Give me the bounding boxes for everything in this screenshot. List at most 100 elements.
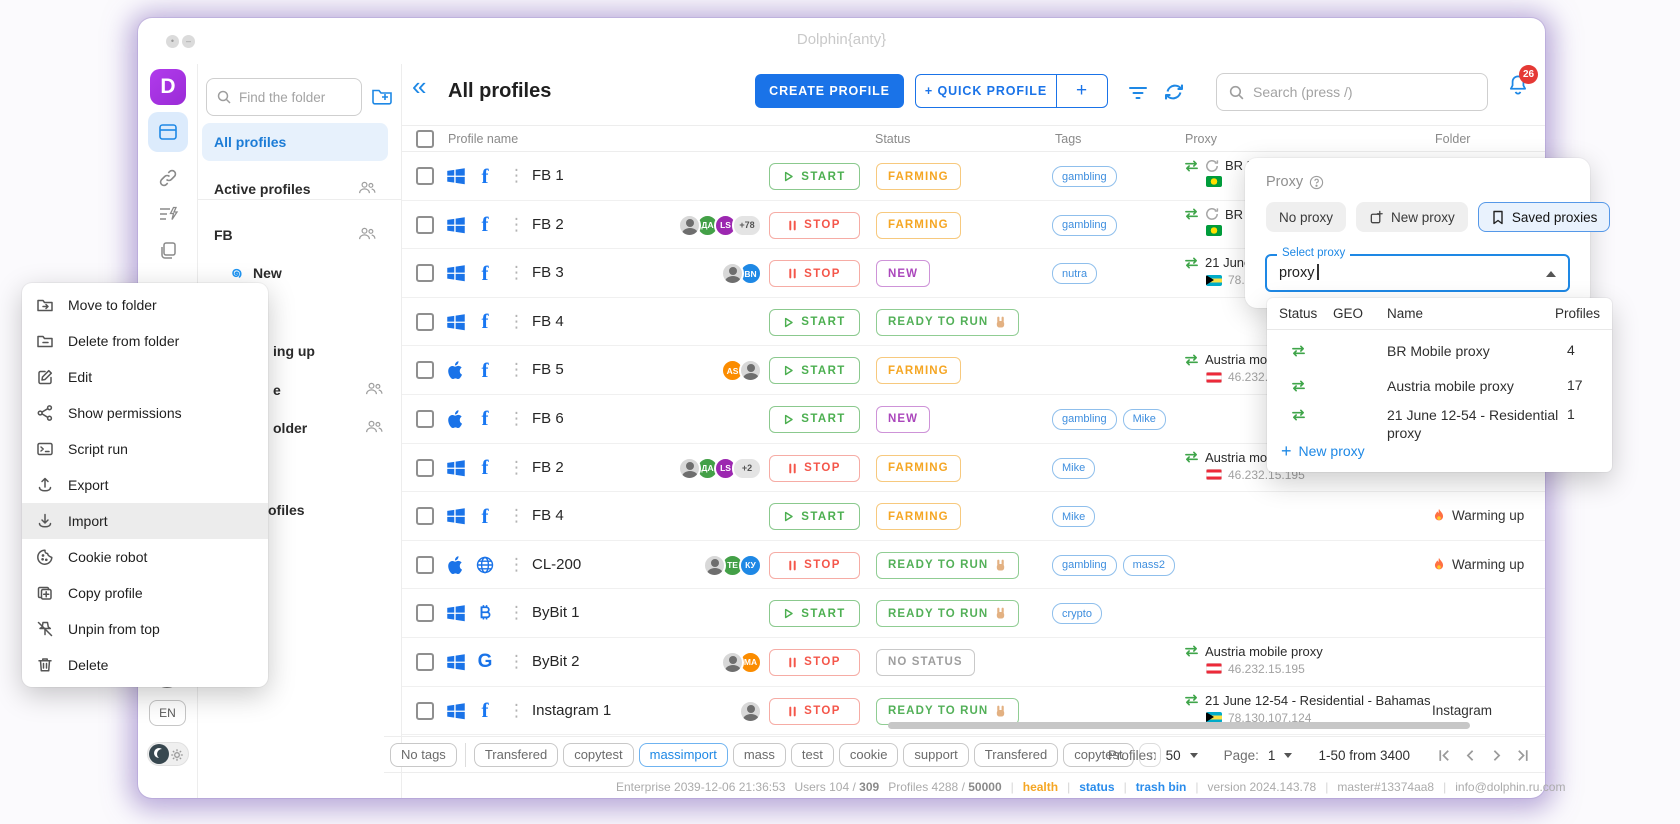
kebab-menu-icon[interactable]: ⋮: [508, 700, 525, 720]
kebab-menu-icon[interactable]: ⋮: [508, 166, 525, 185]
status-link[interactable]: status: [1079, 780, 1115, 794]
tag[interactable]: Mike: [1052, 457, 1096, 479]
new-proxy-link[interactable]: + New proxy: [1281, 441, 1365, 461]
column-proxy[interactable]: Proxy: [1185, 132, 1217, 146]
row-checkbox[interactable]: [416, 361, 434, 380]
column-tags[interactable]: Tags: [1055, 132, 1082, 146]
add-folder-button[interactable]: [369, 84, 395, 110]
kebab-menu-icon[interactable]: ⋮: [508, 603, 525, 623]
sidebar-item-profiles[interactable]: [148, 112, 188, 152]
trash-bin-link[interactable]: trash bin: [1135, 780, 1187, 794]
stop-button[interactable]: STOP: [769, 648, 860, 676]
table-row[interactable]: ⋮ CL-200 TE КУ STOP READY TO RUN gambling mass2…: [402, 541, 1545, 590]
row-checkbox[interactable]: [416, 215, 434, 234]
tag-chip-cookie[interactable]: cookie: [838, 742, 899, 767]
last-page-icon[interactable]: [1514, 747, 1531, 764]
tag-chip-support[interactable]: support: [903, 742, 969, 767]
tag-chip-mass[interactable]: mass: [732, 742, 786, 767]
row-checkbox[interactable]: [416, 507, 434, 526]
menu-item-show-permissions[interactable]: Show permissions: [22, 395, 268, 431]
select-proxy-field[interactable]: Select proxy proxy: [1265, 247, 1570, 292]
tag-chip-test[interactable]: test: [790, 742, 834, 767]
tag[interactable]: gambling: [1052, 554, 1117, 576]
proxy-tab-no-proxy[interactable]: No proxy: [1266, 202, 1347, 232]
menu-item-delete[interactable]: Delete: [22, 647, 268, 683]
row-checkbox[interactable]: [416, 264, 434, 283]
row-checkbox[interactable]: [416, 312, 434, 331]
table-row[interactable]: f ⋮ Instagram 1 STOP READY TO RUN 21 June 12-…: [402, 687, 1545, 736]
column-status[interactable]: Status: [875, 132, 911, 146]
proxy-tab-new-proxy[interactable]: New proxy: [1356, 202, 1468, 232]
kebab-menu-icon[interactable]: ⋮: [508, 311, 525, 331]
menu-item-move-to-folder[interactable]: Move to folder: [22, 287, 268, 323]
page-caret-icon[interactable]: [1284, 752, 1293, 758]
kebab-menu-icon[interactable]: ⋮: [508, 360, 525, 380]
table-row[interactable]: G ⋮ ByBit 2 MA STOP NO STATUS Austria mobile p…: [402, 638, 1545, 687]
health-link[interactable]: health: [1022, 780, 1059, 794]
start-button[interactable]: START: [769, 405, 860, 433]
theme-toggle[interactable]: [147, 742, 189, 766]
kebab-menu-icon[interactable]: ⋮: [508, 263, 525, 283]
folder-item-all-profiles[interactable]: All profiles: [202, 123, 388, 161]
start-button[interactable]: START: [769, 600, 860, 628]
tag-chip-copytest[interactable]: copytest: [1063, 742, 1134, 767]
column-folder[interactable]: Folder: [1435, 132, 1471, 146]
profiles-per-page-value[interactable]: 50: [1165, 747, 1181, 763]
menu-item-copy-profile[interactable]: Copy profile: [22, 575, 268, 611]
stop-button[interactable]: STOP: [769, 211, 860, 239]
start-button[interactable]: START: [769, 308, 860, 336]
tag-chip-copytest[interactable]: copytest: [563, 742, 634, 767]
row-checkbox[interactable]: [416, 555, 434, 574]
row-checkbox[interactable]: [416, 652, 434, 671]
kebab-menu-icon[interactable]: ⋮: [508, 408, 525, 428]
quick-profile-plus-button[interactable]: +: [1076, 80, 1088, 101]
start-button[interactable]: START: [769, 163, 860, 190]
profiles-per-page-caret-icon[interactable]: [1189, 752, 1198, 758]
table-row[interactable]: f ⋮ FB 4 START READY TO RUN: [402, 298, 1545, 347]
tag[interactable]: mass2: [1122, 554, 1176, 576]
tag-chip-n[interactable]: n: [1138, 742, 1161, 767]
window-control-dot[interactable]: •: [166, 35, 179, 48]
kebab-menu-icon[interactable]: ⋮: [508, 214, 525, 234]
window-minimize-button[interactable]: –: [182, 35, 195, 48]
tag-chip-transfered[interactable]: Transfered: [973, 742, 1059, 767]
sidebar-item-link[interactable]: [148, 158, 188, 198]
previous-page-icon[interactable]: [1462, 747, 1479, 764]
row-checkbox[interactable]: [416, 167, 434, 185]
stop-button[interactable]: STOP: [769, 260, 860, 288]
next-page-icon[interactable]: [1488, 747, 1505, 764]
kebab-menu-icon[interactable]: ⋮: [508, 506, 525, 526]
row-checkbox[interactable]: [416, 604, 434, 623]
tag[interactable]: gambling: [1052, 166, 1117, 187]
sidebar-item-automation[interactable]: [148, 194, 188, 234]
tag[interactable]: crypto: [1052, 603, 1102, 625]
select-proxy-caret-icon[interactable]: [1546, 271, 1556, 277]
tag[interactable]: Mike: [1052, 506, 1096, 528]
refresh-icon[interactable]: [1163, 81, 1185, 108]
row-checkbox[interactable]: [416, 409, 434, 428]
kebab-menu-icon[interactable]: ⋮: [508, 554, 525, 574]
table-row[interactable]: ⋮ ByBit 1 START READY TO RUN crypto: [402, 589, 1545, 638]
tag-chip-transfered[interactable]: Transfered: [473, 742, 559, 767]
profile-search-input[interactable]: [1253, 84, 1476, 100]
column-profile-name[interactable]: Profile name: [448, 132, 519, 146]
language-switch[interactable]: EN: [149, 700, 186, 726]
tag[interactable]: nutra: [1052, 263, 1098, 285]
horizontal-scrollbar[interactable]: [888, 722, 1470, 729]
stop-button[interactable]: STOP: [769, 697, 860, 725]
tag[interactable]: Mike: [1122, 408, 1166, 430]
folder-item-new[interactable]: New: [202, 254, 388, 292]
folder-search-input[interactable]: [239, 89, 349, 105]
menu-item-edit[interactable]: Edit: [22, 359, 268, 395]
kebab-menu-icon[interactable]: ⋮: [508, 651, 525, 671]
folder-item-fb[interactable]: FB: [202, 216, 388, 254]
table-row[interactable]: f ⋮ FB 4 START FARMING Mike Warming up: [402, 492, 1545, 541]
first-page-icon[interactable]: [1436, 747, 1453, 764]
collapse-panel-icon[interactable]: «: [412, 71, 427, 101]
tag[interactable]: gambling: [1052, 214, 1117, 236]
proxy-cell[interactable]: 21 June 12-54 - Residential - Bahamas 78.…: [1184, 693, 1444, 725]
create-profile-button[interactable]: CREATE PROFILE: [755, 74, 904, 108]
stop-button[interactable]: STOP: [769, 454, 860, 482]
menu-item-export[interactable]: Export: [22, 467, 268, 503]
